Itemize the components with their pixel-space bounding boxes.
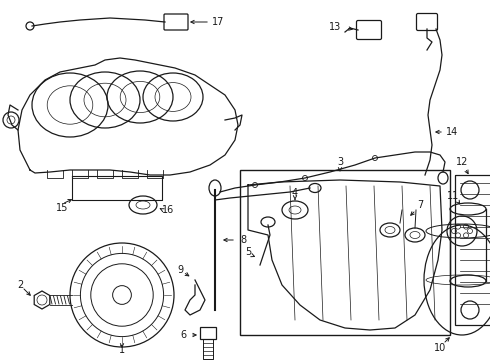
Text: 14: 14 — [446, 127, 458, 137]
Text: 1: 1 — [119, 345, 125, 355]
Text: 5: 5 — [245, 247, 251, 257]
Text: 4: 4 — [292, 188, 298, 198]
Bar — [200, 327, 216, 339]
Text: 11: 11 — [447, 191, 459, 201]
Text: 17: 17 — [212, 17, 224, 27]
Text: 9: 9 — [177, 265, 183, 275]
Text: 3: 3 — [337, 157, 343, 167]
Text: 10: 10 — [434, 343, 446, 353]
Text: 13: 13 — [329, 22, 341, 32]
Text: 7: 7 — [417, 200, 423, 210]
Bar — [455, 175, 490, 325]
Text: 15: 15 — [56, 203, 68, 213]
Text: 16: 16 — [162, 205, 174, 215]
Text: 8: 8 — [240, 235, 246, 245]
Bar — [240, 170, 450, 335]
Text: 12: 12 — [456, 157, 468, 167]
Text: 2: 2 — [17, 280, 23, 290]
Text: 6: 6 — [180, 330, 186, 340]
